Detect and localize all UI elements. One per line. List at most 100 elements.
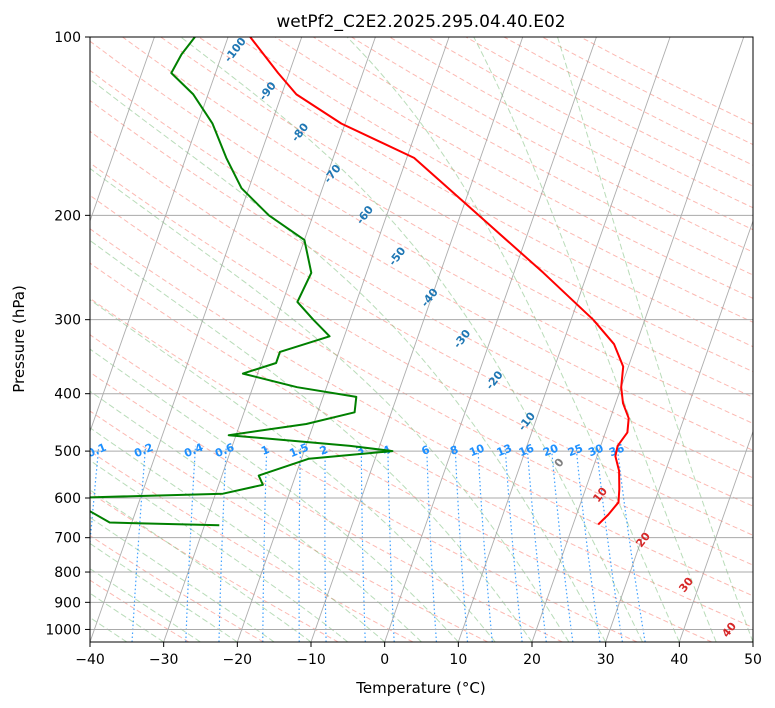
temperature-profile	[249, 37, 630, 526]
isotherm-line	[457, 37, 671, 642]
x-tick-label: 40	[670, 652, 688, 668]
y-tick-label: 700	[54, 531, 81, 547]
x-tick-label: 10	[449, 652, 467, 668]
dry-adiabat-line	[236, 37, 753, 323]
moist-adiabat-line	[90, 427, 386, 642]
mixing-ratio-line	[185, 445, 197, 642]
y-tick-label: 100	[54, 30, 81, 46]
mixing-ratio-line	[616, 445, 646, 642]
y-tick-label: 300	[54, 313, 81, 329]
mixing-ratio-line	[218, 445, 227, 642]
moist-adiabat-line	[90, 542, 238, 642]
x-tick-label: 20	[523, 652, 541, 668]
x-axis-title: Temperature (°C)	[355, 679, 485, 697]
mixing-ratio-label: 1	[259, 443, 271, 458]
dry-adiabat-line	[274, 37, 753, 299]
plot-area: -100-90-80-70-60-50-40-30-20-10010203040…	[90, 37, 753, 642]
mixing-ratio-line	[575, 445, 601, 642]
y-tick-label: 1000	[45, 622, 81, 638]
dewpoint-profile	[90, 37, 394, 527]
moist-adiabat-line	[90, 390, 422, 642]
dry-adiabat-line	[90, 534, 264, 642]
y-tick-label: 900	[54, 595, 81, 611]
mixing-ratio-label: 10	[467, 441, 486, 459]
isotherm-line	[90, 37, 229, 433]
moist-adiabat-line	[180, 37, 643, 642]
isotherm-line	[90, 37, 155, 223]
moist-adiabat-line	[90, 299, 496, 642]
moist-adiabat-line	[90, 348, 459, 642]
dry-adiabat-line	[122, 37, 753, 398]
isotherm-line	[310, 37, 524, 642]
x-tick-label: −20	[223, 652, 253, 668]
mixing-ratio-label: 13	[495, 442, 514, 460]
sounding-series	[90, 37, 630, 527]
dry-adiabat-line	[160, 37, 753, 373]
mixing-ratio-line	[131, 445, 147, 642]
mixing-ratio-label: 25	[566, 442, 585, 460]
moist-adiabat-line	[90, 568, 201, 642]
x-tick-label: −40	[75, 652, 105, 668]
dry-adiabat-line	[90, 162, 753, 536]
x-tick-label: 0	[380, 652, 389, 668]
isotherm-line	[90, 37, 303, 642]
mixing-ratio-labels: 0.1 0.2 0.4 0.6 1 1.5 2 3 4 6 8 10 13 16 20 25 30 36	[90, 441, 627, 460]
mixing-ratio-label: 8	[448, 443, 460, 458]
y-tick-label: 600	[54, 491, 81, 507]
mixing-ratio-line	[504, 445, 523, 642]
mixing-ratio-line	[526, 445, 547, 642]
moist-adiabat-line	[346, 37, 680, 642]
y-tick-label: 200	[54, 208, 81, 224]
dry-adiabat-line	[90, 371, 563, 642]
mixing-ratio-line	[298, 445, 302, 642]
moist-adiabat-line	[90, 167, 570, 642]
mixing-ratio-line	[324, 445, 327, 642]
mixing-ratio-lines	[90, 445, 646, 642]
moist-adiabat-line	[557, 37, 753, 642]
moist-adiabat-line	[90, 592, 164, 642]
x-tick-label: 30	[597, 652, 615, 668]
dry-adiabat-line	[90, 410, 488, 642]
chart-title: wetPf2_C2E2.2025.295.04.40.E02	[276, 12, 565, 32]
isotherm-line	[384, 37, 597, 642]
moist-adiabat-line	[90, 516, 275, 642]
x-tick-label: 50	[744, 652, 762, 668]
mixing-ratio-label: 20	[541, 441, 560, 459]
y-tick-label: 500	[54, 444, 81, 460]
mixing-ratio-label: 3	[354, 443, 366, 458]
y-tick-label: 800	[54, 565, 81, 581]
isotherm-line	[163, 37, 376, 642]
isotherm-line	[678, 430, 753, 642]
dry-adiabats	[90, 37, 753, 642]
moist-adiabat-line	[90, 239, 533, 642]
mixing-ratio-line	[454, 445, 469, 642]
mixing-ratio-line	[477, 445, 493, 642]
y-axis: 100 200 300 400 500 600 700 800 900 1000	[45, 30, 90, 638]
mixing-ratio-line	[262, 445, 268, 642]
dry-adiabat-line	[90, 579, 190, 642]
y-tick-label: 400	[54, 387, 81, 403]
dry-adiabat-line	[90, 228, 753, 597]
x-tick-label: −10	[296, 652, 326, 668]
mixing-ratio-line	[426, 445, 437, 642]
pressure-gridlines	[90, 37, 753, 630]
dry-adiabat-line	[198, 37, 753, 348]
isotherm-line	[531, 37, 745, 642]
moist-adiabat-line	[90, 78, 607, 642]
mixing-ratio-line	[595, 445, 623, 642]
plot-frame	[89, 36, 754, 643]
y-axis-title: Pressure (hPa)	[10, 285, 28, 393]
x-axis: −40 −30 −20 −10 0 10 20 30 40 50	[75, 642, 762, 668]
mixing-ratio-label: 30	[586, 441, 605, 459]
isotherm-line	[605, 219, 753, 642]
x-tick-label: −30	[149, 652, 179, 668]
mixing-ratio-label: 16	[517, 441, 536, 459]
isotherm-line	[236, 37, 450, 642]
mixing-ratio-label: 2	[318, 443, 330, 458]
dry-adiabat-line	[90, 99, 753, 479]
dry-adiabat-line	[90, 262, 753, 629]
mixing-ratio-line	[550, 445, 574, 642]
isotherms	[90, 37, 753, 642]
